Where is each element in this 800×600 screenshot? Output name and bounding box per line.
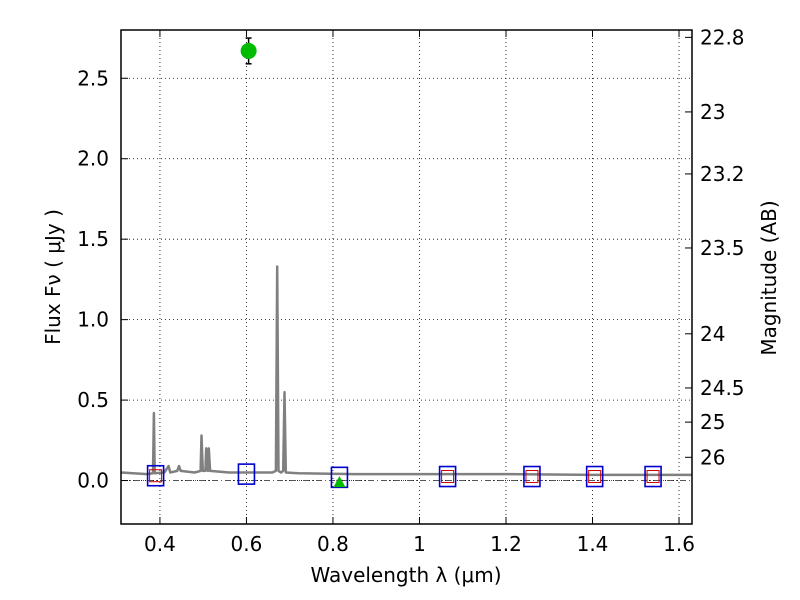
y-tick-label: 0.5: [77, 388, 109, 412]
photometry-markers: [146, 37, 662, 489]
model-photometry-inner-square: [441, 470, 455, 484]
right-tick-label: 24: [700, 322, 725, 346]
right-tick-label: 26: [700, 445, 725, 469]
x-axis-title: Wavelength λ (μm): [310, 563, 501, 587]
model-photometry-square: [438, 465, 457, 488]
model-photometry-inner-square: [525, 470, 539, 484]
model-photometry-inner-square: [646, 470, 660, 484]
model-spectrum: [120, 265, 692, 477]
model-photometry-inner-square: [588, 470, 602, 484]
model-photometry-square: [644, 465, 662, 488]
y-tick-label: 1.5: [77, 227, 109, 251]
x-tick-label: 1.4: [577, 532, 609, 556]
model-photometry-inner-square: [149, 469, 163, 483]
model-photometry-square: [237, 463, 256, 485]
x-tick-label: 0.4: [144, 532, 176, 556]
model-photometry-square: [585, 465, 604, 488]
model-photometry-square: [146, 464, 165, 487]
right-tick-label: 25: [700, 410, 725, 434]
plot-frame: [120, 29, 693, 525]
x-tick-label: 1.6: [663, 532, 695, 556]
right-tick-label: 24.5: [700, 376, 745, 400]
spectrum-line: [120, 265, 692, 477]
y-tick-label: 2.0: [77, 147, 109, 171]
observed-point-circle: [240, 42, 257, 59]
x-tick-label: 1.2: [490, 532, 522, 556]
right-tick-label: 23.2: [700, 162, 745, 186]
x-tick-label: 0.8: [317, 532, 349, 556]
right-tick-label: 23: [700, 100, 725, 124]
x-tick-label: 0.6: [231, 532, 263, 556]
right-tick-label: 23.5: [700, 236, 745, 260]
axis-ticks: [121, 30, 692, 524]
y-tick-label: 1.0: [77, 308, 109, 332]
right-axis-title: Magnitude (AB): [757, 200, 781, 355]
right-tick-label: 22.8: [700, 25, 745, 49]
y-tick-label: 0.0: [77, 469, 109, 493]
tick-labels: 0.4 0.6 0.8 1 1.2 1.4 1.6 0.0 0.5 1.0 1.5 2.0 2.5 22.…: [77, 25, 744, 556]
x-tick-label: 1: [413, 532, 426, 556]
y-tick-label: 2.5: [77, 66, 109, 90]
model-photometry-square: [330, 466, 349, 489]
model-photometry-square: [523, 465, 541, 488]
y-axis-title: Flux Fν ( μJy ): [41, 209, 65, 345]
observed-point-triangle: [333, 476, 346, 488]
